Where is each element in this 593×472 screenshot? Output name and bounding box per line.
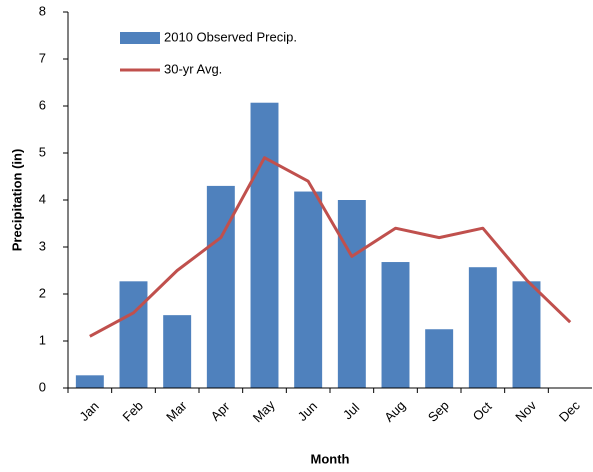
x-tick-label: Sep: [425, 398, 452, 425]
y-tick-label: 8: [39, 3, 46, 18]
bar: [250, 102, 279, 389]
y-tick-label: 6: [39, 97, 46, 112]
bar: [75, 375, 104, 388]
y-axis-title: Precipitation (in): [9, 149, 24, 252]
bar: [425, 329, 454, 388]
bar: [468, 267, 497, 388]
x-tick-label: Dec: [556, 397, 583, 424]
x-tick-label: Feb: [120, 398, 146, 424]
legend-label: 2010 Observed Precip.: [164, 29, 297, 44]
y-tick-label: 1: [39, 332, 46, 347]
y-tick-label: 5: [39, 144, 46, 159]
x-tick-label: Jun: [295, 399, 320, 424]
bar: [337, 200, 366, 388]
x-tick-label: Aug: [381, 398, 408, 425]
y-tick-label: 7: [39, 50, 46, 65]
bar: [119, 281, 148, 388]
y-tick-label: 2: [39, 285, 46, 300]
x-tick-label: Mar: [163, 398, 190, 425]
x-tick-label: Nov: [512, 397, 539, 424]
x-tick-label: Oct: [470, 399, 495, 424]
legend-swatch: [120, 32, 160, 44]
bar: [381, 262, 410, 388]
y-tick-label: 3: [39, 238, 46, 253]
y-tick-label: 4: [39, 191, 46, 206]
x-tick-label: Jan: [76, 399, 101, 424]
x-tick-label: Jul: [340, 400, 362, 422]
bar: [163, 315, 192, 388]
line: [89, 156, 572, 338]
legend-label: 30-yr Avg.: [164, 61, 222, 76]
x-tick-label: May: [250, 397, 278, 425]
x-axis-title: Month: [311, 451, 350, 466]
y-tick-label: 0: [39, 379, 46, 394]
x-tick-label: Apr: [208, 398, 233, 423]
bar: [512, 281, 541, 388]
bar: [294, 191, 323, 388]
bar: [206, 185, 235, 388]
